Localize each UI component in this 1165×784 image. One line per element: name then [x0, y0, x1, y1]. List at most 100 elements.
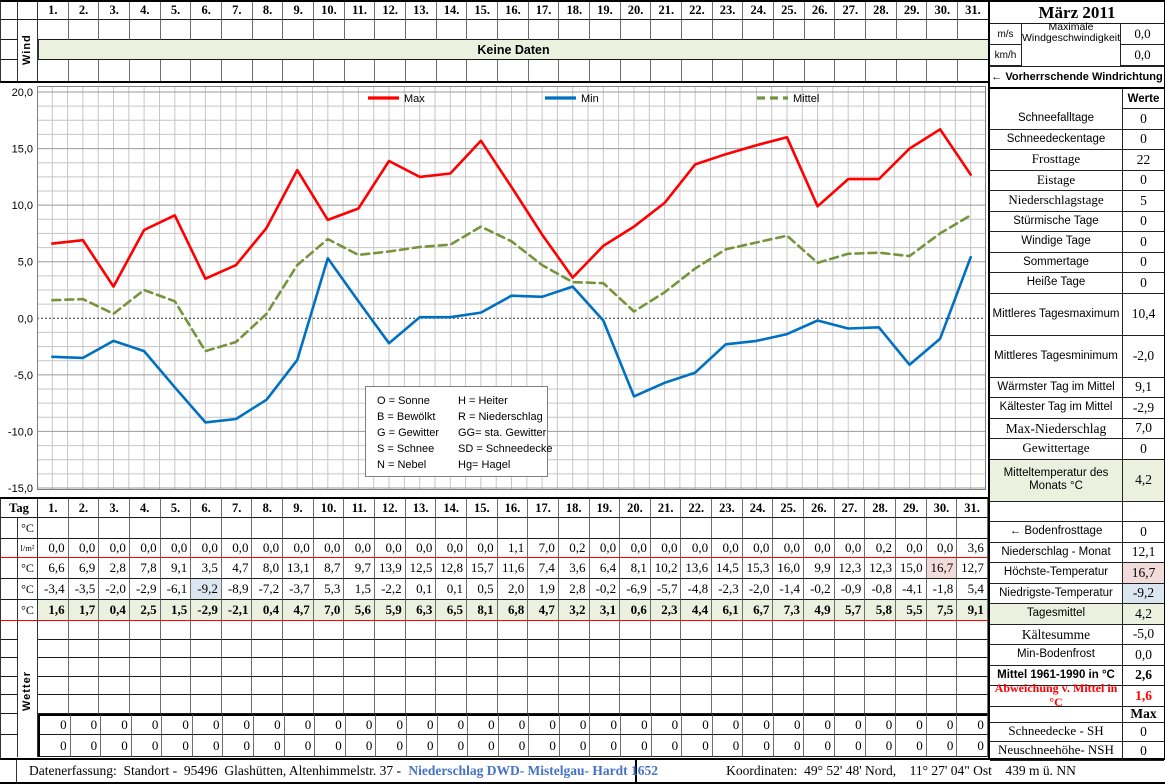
- stat-row: Schneedeckentage 0: [990, 129, 1164, 150]
- wetter-label-cell: [18, 621, 38, 640]
- wind-cell: [896, 20, 928, 40]
- tag-label: Tag: [1, 499, 38, 518]
- y-axis-tick-label: 5,0: [18, 257, 33, 269]
- stat-row: Mittleres Tagesmaximum 10,4: [990, 293, 1164, 336]
- wind-cell: [529, 60, 560, 81]
- stat-label: ← Bodenfrosttage: [990, 522, 1123, 543]
- wind-cell: [620, 20, 652, 40]
- value-cell: [957, 518, 988, 539]
- snow-value-cell: 0: [192, 735, 224, 757]
- data-row: °C 6,6 6,9 2,8 7,8 9,1 3,5 4,7 8,0 13,1 8,7 9,7 13,9…: [1, 558, 988, 579]
- snow-value-cell: 0: [529, 735, 560, 757]
- snow-value-cell: 0: [651, 735, 683, 757]
- wetter-cell: [926, 695, 958, 714]
- wind-cell: [651, 20, 683, 40]
- wetter-cell: [865, 676, 896, 696]
- month-title: März 2011: [990, 2, 1164, 24]
- value-cell: [436, 518, 467, 539]
- wetter-cell: [834, 676, 866, 696]
- wind-label-cell: [18, 60, 38, 81]
- day-header-cell: 20.: [620, 499, 651, 518]
- wetter-cell: [834, 621, 866, 640]
- stat-value: 4,2: [1123, 604, 1164, 625]
- wind-cell: [191, 60, 223, 81]
- edge-cell: [1, 579, 18, 600]
- value-cell: 0,0: [344, 539, 376, 558]
- stat-row: Mittel 1961-1990 in °C 2,6: [990, 665, 1164, 686]
- wind-cell: [437, 60, 468, 81]
- wind-cell: [682, 20, 713, 40]
- wetter-cell: [99, 621, 130, 640]
- wetter-cell: [68, 695, 100, 714]
- day-header-cell: 30.: [927, 2, 959, 20]
- wetter-cell: [681, 658, 713, 677]
- wetter-cell: [712, 658, 743, 677]
- weather-code-entry: SD = Schneedecke: [458, 443, 552, 455]
- wetter-cell: [681, 621, 713, 640]
- snow-value-cell: 0: [192, 713, 224, 736]
- snow-value-cell: 0: [620, 713, 652, 736]
- wind-cell: [712, 20, 744, 40]
- wetter-cell: [804, 676, 835, 696]
- edge-cell: [1, 676, 18, 696]
- stat-label: Mittleres Tagesminimum: [990, 335, 1123, 378]
- wetter-cell: [129, 658, 161, 677]
- value-cell: [558, 518, 590, 539]
- wind-cell: [498, 60, 529, 81]
- stat-row: Max: [990, 706, 1164, 723]
- day-header-cell: 9.: [283, 2, 315, 20]
- stat-label: Mittleres Tagesmaximum: [990, 293, 1123, 336]
- wetter-cell: [405, 676, 437, 696]
- day-header-cell: 22.: [681, 499, 713, 518]
- wetter-cell: [650, 621, 682, 640]
- wetter-cell: [160, 676, 192, 696]
- snow-value-cell: 0: [101, 735, 132, 757]
- value-cell: 2,0: [497, 579, 529, 600]
- wetter-cell: [895, 695, 927, 714]
- day-header-cell: 19.: [590, 2, 621, 20]
- wind-unit-kmh: km/h: [990, 45, 1022, 66]
- edge-cell: [1, 20, 18, 40]
- wind-cell: [161, 60, 192, 81]
- wetter-cell: [620, 658, 651, 677]
- day-header-cell: 2.: [68, 2, 100, 20]
- wetter-cell: [38, 695, 69, 714]
- day-header-cell: 28.: [865, 499, 896, 518]
- edge-cell: [1, 658, 18, 677]
- wetter-cell: [313, 695, 345, 714]
- snow-value-cell: 0: [70, 735, 102, 757]
- stat-value: 0: [1123, 109, 1164, 130]
- unit-label: °C: [18, 600, 38, 621]
- werte-header: Werte: [1123, 89, 1164, 109]
- value-cell: 0,6: [620, 600, 651, 621]
- wind-section-label: Wind: [21, 34, 33, 65]
- snow-value-cell: 0: [682, 713, 713, 736]
- value-cell: -5,7: [650, 579, 682, 600]
- wetter-cell: [773, 621, 805, 640]
- value-cell: -3,5: [68, 579, 100, 600]
- value-cell: 0,0: [650, 539, 682, 558]
- wetter-empty-row: [1, 695, 988, 714]
- no-data-band-row: Keine Daten: [1, 40, 989, 60]
- wind-cell: [38, 60, 69, 81]
- weather-code-entry: GG= sta. Gewitter: [458, 427, 547, 439]
- wind-cell: [866, 60, 897, 81]
- stat-label: Wärmster Tag im Mittel: [990, 377, 1123, 398]
- snow-value-cell: 0: [38, 735, 71, 757]
- wetter-cell: [804, 658, 835, 677]
- wind-cell: [191, 20, 223, 40]
- wetter-cell: [926, 639, 958, 659]
- stat-value: -9,2: [1123, 583, 1164, 604]
- wetter-label-cell: [18, 658, 38, 677]
- value-cell: -6,1: [160, 579, 192, 600]
- wetter-cell: [466, 676, 498, 696]
- value-cell: 7,8: [129, 558, 161, 579]
- wetter-cell: [283, 639, 314, 659]
- stat-row: [990, 501, 1164, 522]
- value-cell: 0,0: [68, 539, 100, 558]
- edge-cell: [1, 518, 18, 539]
- day-header-cell: 17.: [528, 499, 559, 518]
- stat-row: Kältester Tag im Mittel -2,9: [990, 398, 1164, 419]
- stat-label: [990, 706, 1123, 723]
